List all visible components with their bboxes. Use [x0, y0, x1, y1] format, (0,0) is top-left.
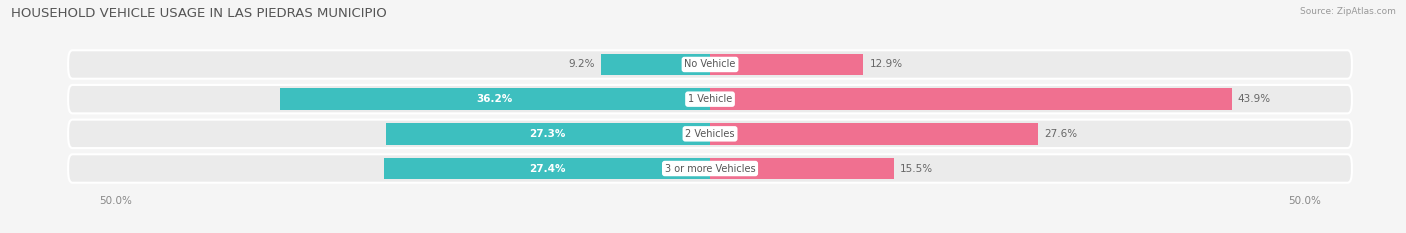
Bar — [385, 123, 710, 145]
Bar — [710, 88, 1232, 110]
Text: 27.4%: 27.4% — [529, 164, 565, 174]
Bar — [710, 54, 863, 75]
Text: Source: ZipAtlas.com: Source: ZipAtlas.com — [1301, 7, 1396, 16]
Text: 15.5%: 15.5% — [900, 164, 934, 174]
Text: 1 Vehicle: 1 Vehicle — [688, 94, 733, 104]
Text: 43.9%: 43.9% — [1237, 94, 1271, 104]
Bar — [600, 54, 710, 75]
Text: 27.3%: 27.3% — [530, 129, 567, 139]
Text: 12.9%: 12.9% — [869, 59, 903, 69]
Bar — [384, 158, 710, 179]
Text: HOUSEHOLD VEHICLE USAGE IN LAS PIEDRAS MUNICIPIO: HOUSEHOLD VEHICLE USAGE IN LAS PIEDRAS M… — [11, 7, 387, 20]
Bar — [710, 123, 1038, 145]
FancyBboxPatch shape — [67, 85, 1353, 113]
Text: 3 or more Vehicles: 3 or more Vehicles — [665, 164, 755, 174]
Text: 9.2%: 9.2% — [568, 59, 595, 69]
Text: No Vehicle: No Vehicle — [685, 59, 735, 69]
Text: 36.2%: 36.2% — [477, 94, 513, 104]
FancyBboxPatch shape — [67, 50, 1353, 79]
Text: 27.6%: 27.6% — [1045, 129, 1077, 139]
FancyBboxPatch shape — [67, 154, 1353, 183]
Text: 2 Vehicles: 2 Vehicles — [685, 129, 735, 139]
Bar — [710, 158, 894, 179]
FancyBboxPatch shape — [67, 120, 1353, 148]
Bar — [280, 88, 710, 110]
